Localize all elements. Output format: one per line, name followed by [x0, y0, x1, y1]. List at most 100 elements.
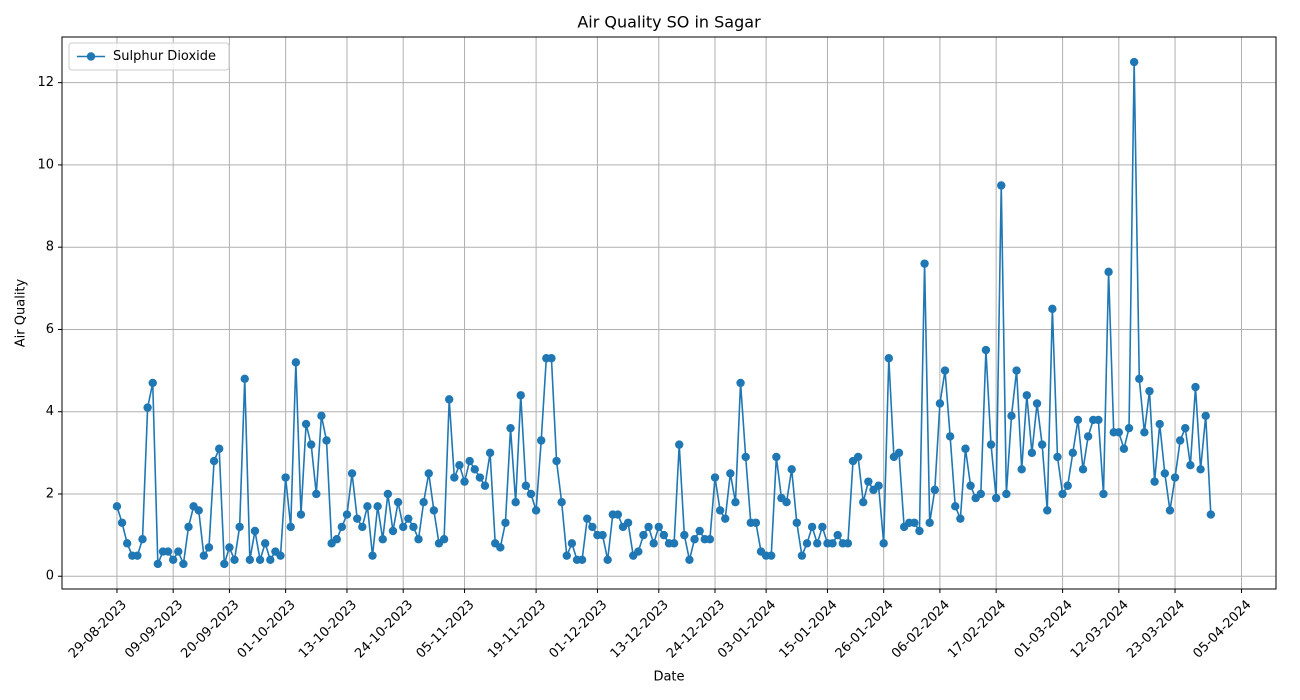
x-tick-label: 20-09-2023 — [178, 597, 242, 661]
data-point — [1135, 374, 1144, 384]
data-point — [1053, 452, 1062, 462]
data-point — [388, 526, 398, 536]
data-point — [649, 539, 658, 548]
data-point — [225, 543, 234, 552]
data-point — [184, 522, 193, 532]
data-point — [1037, 440, 1047, 449]
data-point — [644, 522, 653, 532]
data-point — [347, 469, 357, 478]
data-point — [843, 539, 853, 548]
data-point — [726, 469, 735, 478]
data-point — [557, 498, 566, 507]
data-point — [1165, 506, 1175, 515]
x-tick-label: 13-10-2023 — [296, 597, 360, 661]
data-point — [828, 539, 837, 548]
data-point — [516, 391, 525, 400]
data-point — [1145, 386, 1154, 396]
data-point — [930, 485, 940, 495]
data-point — [424, 469, 433, 478]
data-point — [1124, 423, 1134, 433]
x-tick-label: 09-09-2023 — [122, 597, 186, 661]
data-point — [613, 510, 623, 519]
x-tick-label: 26-01-2024 — [833, 597, 897, 661]
data-point — [296, 510, 306, 519]
data-point — [153, 559, 163, 569]
data-point — [792, 518, 801, 527]
data-point — [506, 423, 515, 433]
data-point — [445, 395, 454, 404]
data-point — [772, 452, 781, 462]
x-tick-label: 23-03-2024 — [1124, 597, 1188, 661]
plot-frame — [61, 36, 1277, 590]
data-point — [194, 506, 203, 515]
data-point — [363, 502, 372, 511]
data-point — [940, 366, 950, 375]
data-point — [1175, 436, 1185, 445]
data-point — [521, 481, 531, 490]
data-point — [306, 440, 316, 449]
data-point — [623, 518, 633, 527]
legend-frame — [68, 42, 230, 71]
data-point — [255, 555, 265, 564]
data-point — [588, 522, 597, 532]
data-point — [1073, 415, 1083, 425]
data-point — [583, 514, 592, 523]
data-point — [1129, 57, 1139, 67]
data-point — [547, 354, 556, 363]
data-point — [1078, 465, 1088, 474]
data-point — [1201, 411, 1210, 421]
y-tick-label: 6 — [46, 322, 54, 337]
data-point — [138, 535, 147, 544]
data-point — [986, 440, 996, 449]
data-point — [603, 555, 612, 564]
data-point — [1196, 465, 1205, 474]
data-point — [1027, 448, 1037, 458]
data-point — [991, 493, 1001, 503]
data-point — [429, 506, 439, 515]
data-point — [685, 555, 694, 564]
data-point — [209, 456, 219, 466]
data-point — [1012, 366, 1021, 375]
data-point — [1068, 448, 1078, 458]
x-tick-label: 01-12-2023 — [546, 597, 610, 661]
data-point — [731, 498, 740, 507]
data-point — [634, 547, 643, 556]
legend-label: Sulphur Dioxide — [113, 49, 216, 64]
data-point — [163, 547, 173, 556]
data-point — [915, 526, 924, 536]
data-point — [1160, 469, 1170, 478]
data-point — [460, 477, 469, 486]
data-point — [378, 535, 387, 544]
data-point — [675, 440, 684, 449]
data-point — [721, 514, 730, 523]
data-point — [301, 419, 311, 429]
data-point — [322, 436, 331, 445]
data-line — [116, 62, 1212, 567]
data-point — [470, 465, 479, 474]
data-point — [439, 535, 449, 544]
data-point — [312, 489, 321, 499]
data-point — [910, 518, 919, 527]
data-point — [1094, 415, 1103, 425]
data-point — [1099, 489, 1108, 499]
data-point — [925, 518, 934, 527]
data-point — [1002, 489, 1011, 499]
data-point — [117, 518, 127, 527]
data-point — [751, 518, 761, 527]
data-point — [562, 551, 571, 560]
data-point — [705, 535, 715, 544]
data-point — [1150, 477, 1159, 486]
x-axis-label: Date — [653, 670, 684, 685]
data-point — [981, 345, 991, 355]
data-point — [480, 481, 490, 490]
x-tick-label: 17-02-2024 — [945, 597, 1009, 661]
x-tick-label: 24-10-2023 — [352, 597, 416, 661]
data-point — [1032, 399, 1042, 408]
data-point — [1083, 432, 1093, 441]
data-point — [879, 539, 888, 548]
data-point — [864, 477, 873, 486]
data-point — [352, 514, 362, 523]
data-point — [813, 539, 822, 548]
data-point — [654, 522, 663, 532]
